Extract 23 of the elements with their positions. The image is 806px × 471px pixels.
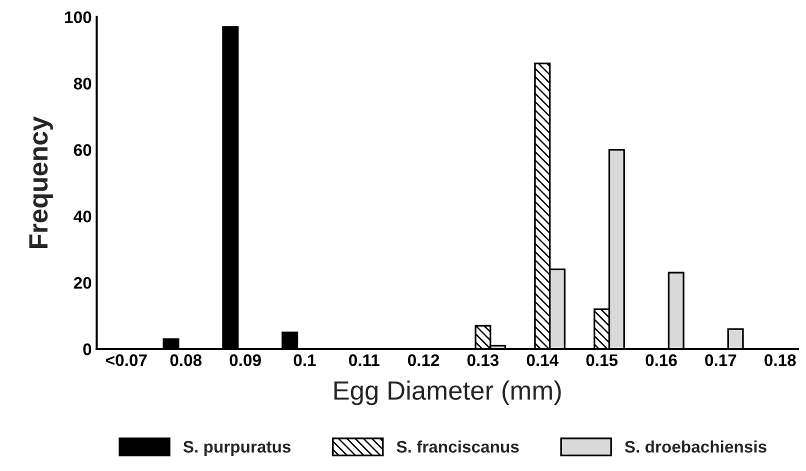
y-axis-title: Frequency	[29, 116, 53, 248]
y-tick-label: 80	[74, 78, 92, 90]
x-tick-label: 0.09	[230, 354, 261, 366]
x-tick-label: <0.07	[106, 354, 147, 366]
y-tick-label: 100	[65, 11, 92, 24]
x-axis-title: Egg Diameter (mm)	[334, 380, 561, 406]
x-tick-label: 0.18	[764, 354, 796, 366]
y-tick-label: 0	[83, 343, 92, 356]
legend-label: S. franciscanus	[396, 440, 519, 453]
y-tick-label: 40	[74, 210, 92, 222]
x-tick-label: 0.15	[586, 354, 618, 366]
x-tick-label: 0.14	[526, 354, 559, 366]
x-tick-label: 0.13	[467, 354, 499, 366]
legend-label: S. droebachiensis	[624, 440, 766, 453]
x-tick-label: 0.16	[646, 354, 677, 366]
y-tick-label: 20	[74, 277, 92, 289]
y-tick-label: 60	[74, 144, 92, 156]
legend-label: S. purpuratus	[183, 440, 291, 456]
x-tick-label: 0.12	[408, 354, 440, 366]
x-tick-label: 0.11	[349, 354, 380, 366]
x-tick-label: 0.1	[294, 354, 316, 366]
x-tick-label: 0.17	[705, 354, 736, 366]
x-tick-label: 0.08	[170, 354, 202, 366]
